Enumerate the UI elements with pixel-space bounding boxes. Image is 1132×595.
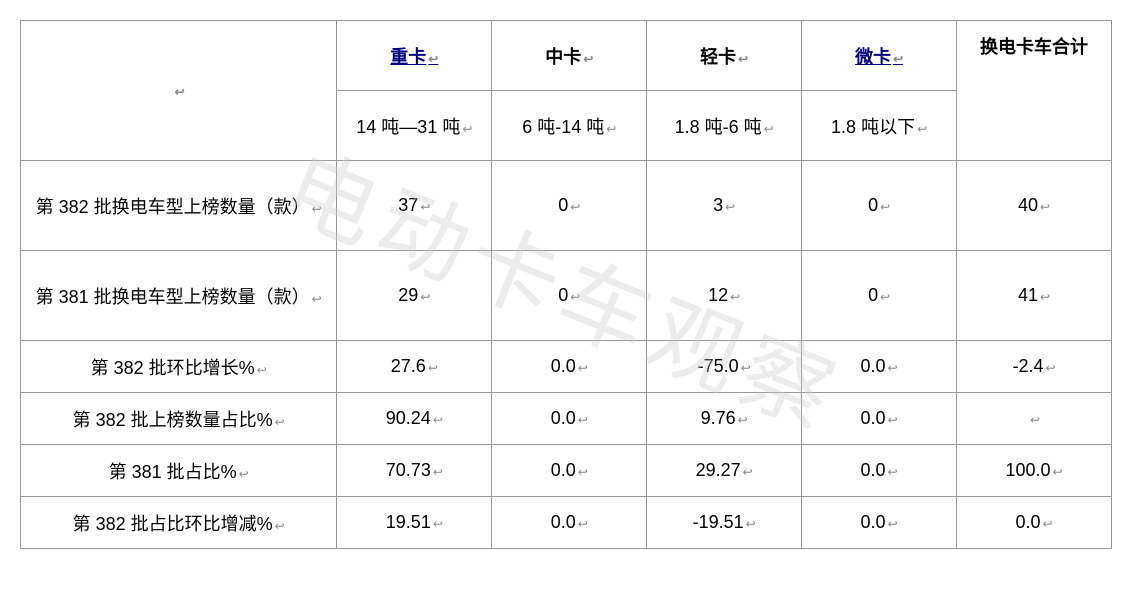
table-cell: 0 — [802, 251, 957, 341]
row-label: 第 382 批环比增长% — [21, 341, 337, 393]
table-row: 第 382 批上榜数量占比% 90.24 0.0 9.76 0.0 — [21, 393, 1112, 445]
table-cell: 29.27 — [647, 445, 802, 497]
table-cell: 0 — [492, 251, 647, 341]
range-heavy: 14 吨—31 吨 — [337, 91, 492, 161]
header-total: 换电卡车合计 — [957, 21, 1112, 161]
table-cell: 29 — [337, 251, 492, 341]
table-cell: 19.51 — [337, 497, 492, 549]
header-empty — [21, 21, 337, 161]
row-label: 第 381 批占比% — [21, 445, 337, 497]
table-cell: -19.51 — [647, 497, 802, 549]
header-row: 重卡 中卡 轻卡 微卡 换电卡车合计 — [21, 21, 1112, 91]
table-row: 第 382 批换电车型上榜数量（款） 37 0 3 0 40 — [21, 161, 1112, 251]
table-cell: 0.0 — [492, 497, 647, 549]
table-cell: 3 — [647, 161, 802, 251]
row-label: 第 382 批换电车型上榜数量（款） — [21, 161, 337, 251]
table-cell: 0.0 — [492, 393, 647, 445]
table-row: 第 381 批占比% 70.73 0.0 29.27 0.0 100.0 — [21, 445, 1112, 497]
table-cell: -2.4 — [957, 341, 1112, 393]
row-label: 第 382 批占比环比增减% — [21, 497, 337, 549]
table-cell: 70.73 — [337, 445, 492, 497]
table-cell: 0.0 — [492, 341, 647, 393]
table-cell: 9.76 — [647, 393, 802, 445]
table-cell: 12 — [647, 251, 802, 341]
table-cell: 90.24 — [337, 393, 492, 445]
table-cell: -75.0 — [647, 341, 802, 393]
table-cell: 0 — [492, 161, 647, 251]
data-table: 重卡 中卡 轻卡 微卡 换电卡车合计 14 吨—31 吨 6 吨-14 吨 1.… — [20, 20, 1112, 549]
header-heavy-truck[interactable]: 重卡 — [337, 21, 492, 91]
table-row: 第 382 批占比环比增减% 19.51 0.0 -19.51 0.0 0.0 — [21, 497, 1112, 549]
table-cell: 0.0 — [802, 445, 957, 497]
table-cell: 40 — [957, 161, 1112, 251]
table-cell: 100.0 — [957, 445, 1112, 497]
table-cell: 41 — [957, 251, 1112, 341]
table-cell: 0.0 — [492, 445, 647, 497]
table-cell: 0.0 — [802, 497, 957, 549]
range-light: 1.8 吨-6 吨 — [647, 91, 802, 161]
range-medium: 6 吨-14 吨 — [492, 91, 647, 161]
row-label: 第 381 批换电车型上榜数量（款） — [21, 251, 337, 341]
table-cell: 37 — [337, 161, 492, 251]
table-row: 第 382 批环比增长% 27.6 0.0 -75.0 0.0 -2.4 — [21, 341, 1112, 393]
row-label: 第 382 批上榜数量占比% — [21, 393, 337, 445]
table-cell: 0.0 — [802, 393, 957, 445]
table-wrapper: 电动卡车观察 重卡 中卡 轻卡 微卡 换电卡车合计 14 吨—31 吨 6 吨-… — [20, 20, 1112, 549]
header-medium-truck: 中卡 — [492, 21, 647, 91]
table-cell — [957, 393, 1112, 445]
table-cell: 0 — [802, 161, 957, 251]
table-row: 第 381 批换电车型上榜数量（款） 29 0 12 0 41 — [21, 251, 1112, 341]
table-cell: 27.6 — [337, 341, 492, 393]
table-cell: 0.0 — [957, 497, 1112, 549]
table-cell: 0.0 — [802, 341, 957, 393]
range-micro: 1.8 吨以下 — [802, 91, 957, 161]
header-light-truck: 轻卡 — [647, 21, 802, 91]
header-micro-truck[interactable]: 微卡 — [802, 21, 957, 91]
